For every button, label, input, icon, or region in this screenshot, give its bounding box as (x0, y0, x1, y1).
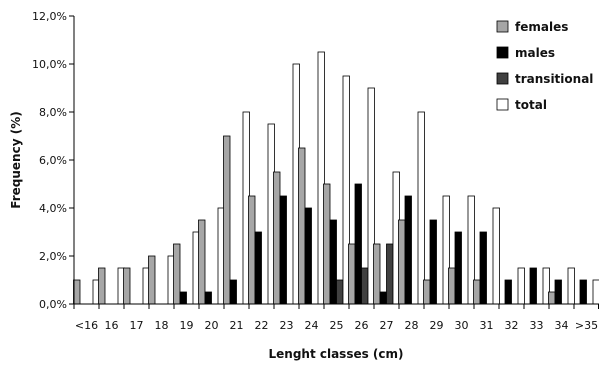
legend-swatch-females (496, 20, 509, 33)
x-tick-label: 32 (505, 319, 519, 332)
x-tick-label: 29 (430, 319, 444, 332)
y-tick-label: 2,0% (39, 250, 67, 263)
bar-total (567, 267, 575, 305)
legend-label-total: total (515, 98, 547, 112)
bar-males (229, 279, 237, 305)
bar-females (423, 279, 431, 305)
x-tick-label: <16 (75, 319, 98, 332)
bar-females (548, 291, 556, 305)
bar-males (304, 207, 312, 305)
bar-females (148, 255, 156, 305)
x-tick-label: 30 (455, 319, 469, 332)
x-tick-label: 26 (355, 319, 369, 332)
x-tick-label: 28 (405, 319, 419, 332)
bar-females (448, 267, 456, 305)
bar-females (123, 267, 131, 305)
bar-males (254, 231, 262, 305)
y-axis-ticks: 0,0% 2,0% 4,0% 6,0% 8,0% 10,0% 12,0% (32, 10, 74, 311)
x-tick-label: >35 (575, 319, 598, 332)
bars (73, 51, 599, 305)
bar-males (279, 195, 287, 305)
bar-males (404, 195, 412, 305)
x-tick-label: 34 (555, 319, 569, 332)
y-tick-label: 6,0% (39, 154, 67, 167)
bar-females (348, 243, 356, 305)
bar-males (454, 231, 462, 305)
bar-males (504, 279, 512, 305)
bar-transitional (361, 267, 369, 305)
bar-females (473, 279, 481, 305)
bar-total (517, 267, 525, 305)
legend-label-transitional: transitional (515, 72, 593, 86)
bar-females (273, 171, 281, 305)
x-axis-ticks: <16 16 17 18 19 20 21 22 23 24 25 26 27 28 29 30 31 32 33 3… (73, 304, 599, 332)
legend-swatch-total (496, 98, 509, 111)
x-tick-label: 24 (305, 319, 319, 332)
x-tick-label: 20 (205, 319, 219, 332)
y-axis-title: Frequency (%) (9, 111, 23, 208)
x-tick-label: 27 (380, 319, 394, 332)
x-tick-label: 22 (255, 319, 269, 332)
bar-females (323, 183, 331, 305)
x-axis-title: Lenght classes (cm) (268, 347, 403, 361)
x-tick-label: 16 (105, 319, 119, 332)
legend-swatch-males (496, 46, 509, 59)
bar-transitional (386, 243, 394, 305)
bar-total (417, 111, 425, 305)
bar-males (329, 219, 337, 305)
bar-total (492, 207, 500, 305)
legend-swatch-transitional (496, 72, 509, 85)
bar-transitional (336, 279, 344, 305)
x-tick-label: 23 (280, 319, 294, 332)
bar-males (204, 291, 212, 305)
bar-females (173, 243, 181, 305)
bar-total (592, 279, 599, 305)
y-tick-label: 4,0% (39, 202, 67, 215)
bar-females (298, 147, 306, 305)
x-tick-label: 17 (130, 319, 144, 332)
bar-males (554, 279, 562, 305)
legend: females males transitional total (496, 20, 593, 112)
bar-males (479, 231, 487, 305)
bar-males (354, 183, 362, 305)
bar-males (429, 219, 437, 305)
legend-label-females: females (515, 20, 568, 34)
bar-females (98, 267, 106, 305)
x-tick-label: 25 (330, 319, 344, 332)
bar-females (223, 135, 231, 305)
x-tick-label: 21 (230, 319, 244, 332)
bar-females (248, 195, 256, 305)
bar-females (398, 219, 406, 305)
y-tick-label: 8,0% (39, 106, 67, 119)
bar-males (179, 291, 187, 305)
y-tick-label: 12,0% (32, 10, 67, 23)
x-tick-label: 18 (155, 319, 169, 332)
x-tick-label: 33 (530, 319, 544, 332)
x-tick-label: 31 (480, 319, 494, 332)
y-tick-label: 10,0% (32, 58, 67, 71)
bar-males (379, 291, 387, 305)
bar-males (529, 267, 537, 305)
bar-females (373, 243, 381, 305)
bar-males (579, 279, 587, 305)
legend-label-males: males (515, 46, 555, 60)
x-tick-label: 19 (180, 319, 194, 332)
y-tick-label: 0,0% (39, 298, 67, 311)
bar-females (198, 219, 206, 305)
